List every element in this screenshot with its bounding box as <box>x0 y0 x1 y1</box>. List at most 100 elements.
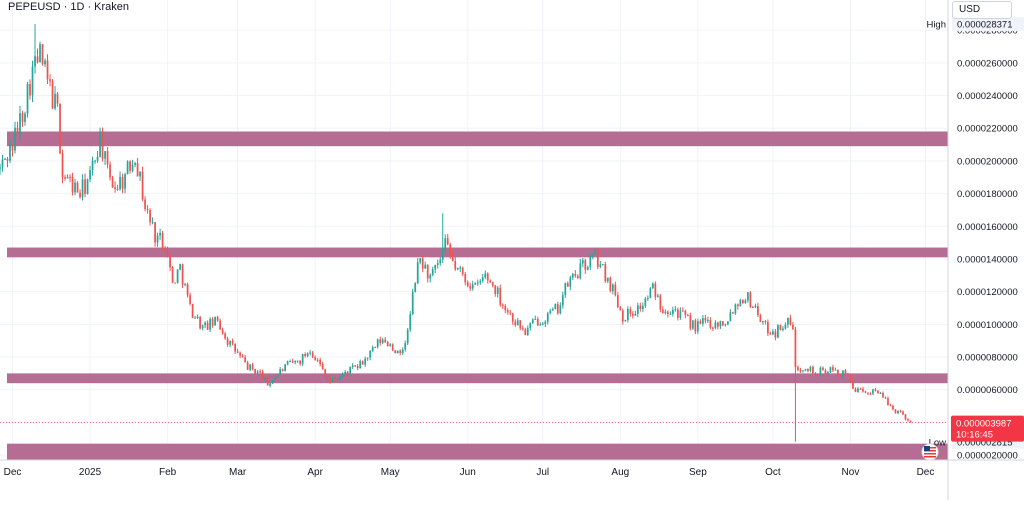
candle-body <box>832 367 834 371</box>
candle-body <box>9 144 11 161</box>
candle-body <box>234 343 236 352</box>
candle-body <box>174 282 176 284</box>
candle-body <box>136 163 139 177</box>
candle-body <box>754 306 757 308</box>
candle-body <box>86 179 89 194</box>
candle-body <box>769 333 772 335</box>
x-tick-label: Mar <box>229 467 247 478</box>
candle-body <box>739 300 742 307</box>
candle-body <box>521 328 524 330</box>
candle-body <box>364 358 367 365</box>
candle-body <box>316 359 319 361</box>
candle-body <box>366 357 369 359</box>
symbol-title[interactable]: PEPEUSD · 1D · Kraken <box>8 1 130 13</box>
candle-layer <box>0 24 912 442</box>
candle-body <box>319 359 322 365</box>
candle-body <box>797 367 799 371</box>
candle-body <box>681 310 684 312</box>
candle-body <box>737 304 739 307</box>
candle-body <box>181 264 184 285</box>
candle-body <box>76 182 79 193</box>
candle-body <box>16 127 19 134</box>
candle-body <box>14 127 16 151</box>
candle-body <box>59 103 61 154</box>
candle-body <box>696 321 699 332</box>
candle-body <box>686 315 689 317</box>
candle-body <box>581 260 584 264</box>
candle-body <box>64 177 66 179</box>
candle-body <box>674 309 677 311</box>
candle-body <box>782 328 784 330</box>
y-tick-label: 0.0000260000 <box>957 58 1018 69</box>
candle-body <box>201 325 204 329</box>
candle-body <box>519 320 522 329</box>
candle-body <box>401 349 404 354</box>
candle-body <box>304 354 307 357</box>
candle-body <box>834 369 837 371</box>
candle-body <box>171 267 174 283</box>
candle-body <box>384 339 387 343</box>
candle-body <box>441 249 444 260</box>
countdown-value: 10:16:45 <box>956 430 993 441</box>
candle-body <box>802 370 804 372</box>
candle-body <box>326 376 329 379</box>
candle-body <box>847 374 849 376</box>
candle-body <box>206 322 209 330</box>
candle-body <box>874 389 877 391</box>
candle-body <box>694 320 697 332</box>
candle-body <box>204 322 206 326</box>
candle-body <box>439 259 442 264</box>
candle-body <box>909 420 912 423</box>
candle-body <box>139 171 141 177</box>
candle-body <box>719 321 722 327</box>
candle-body <box>772 331 774 335</box>
currency-selector[interactable]: USD <box>952 1 1012 19</box>
candle-body <box>454 261 457 270</box>
high-label: High <box>926 20 946 31</box>
candle-body <box>691 320 694 329</box>
x-tick-label: May <box>381 467 400 478</box>
candle-body <box>56 93 59 104</box>
us-flag-icon <box>924 453 936 455</box>
candle-body <box>146 209 149 211</box>
candle-body <box>406 329 409 344</box>
candle-body <box>824 370 827 374</box>
candle-body <box>636 305 639 314</box>
candle-body <box>544 321 547 324</box>
candle-body <box>251 364 254 370</box>
candle-body <box>777 325 779 338</box>
candle-body <box>576 275 579 279</box>
candle-body <box>534 318 537 320</box>
candle-body <box>872 389 874 394</box>
candle-body <box>119 176 121 190</box>
candle-body <box>611 284 614 291</box>
candle-body <box>296 360 299 362</box>
candle-body <box>301 354 304 364</box>
candle-body <box>839 374 842 377</box>
candle-body <box>526 328 529 336</box>
candle-body <box>704 318 707 321</box>
candle-body <box>897 410 899 414</box>
candle-body <box>36 56 39 63</box>
candle-body <box>311 352 314 358</box>
candle-body <box>256 371 259 374</box>
candle-body <box>506 310 509 313</box>
candle-body <box>226 338 229 345</box>
candle-body <box>857 388 859 392</box>
candle-body <box>114 187 116 189</box>
candle-body <box>619 307 622 311</box>
candle-body <box>191 303 194 319</box>
zone-band <box>7 247 948 258</box>
candle-body <box>729 312 732 322</box>
candle-body <box>276 374 279 377</box>
candle-body <box>189 295 191 304</box>
candle-body <box>141 171 144 200</box>
candle-body <box>431 269 434 275</box>
candle-body <box>616 295 619 308</box>
candle-body <box>359 361 362 369</box>
candle-body <box>794 329 797 368</box>
candle-body <box>844 370 847 375</box>
candle-body <box>309 352 312 354</box>
